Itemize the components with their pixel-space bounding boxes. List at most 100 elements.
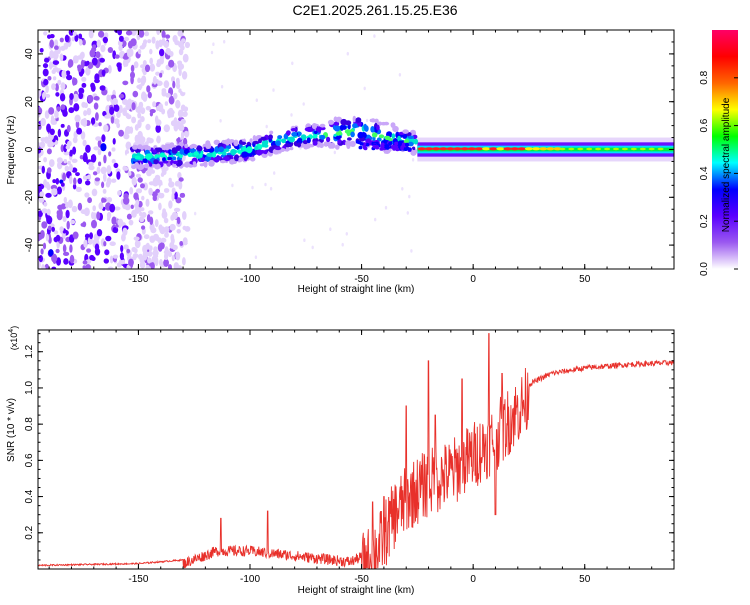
spectrogram-noise-cell — [100, 143, 107, 152]
spectrogram-ridge-cell — [208, 162, 214, 167]
spectrogram-noise-cell — [41, 221, 48, 229]
spectrogram-noise-cell — [98, 122, 102, 127]
spectrogram-noise-cell — [45, 181, 50, 189]
spectrogram-noise-cell — [118, 259, 126, 265]
spectrogram-noise-cell — [161, 88, 167, 93]
spectrogram-noise-cell — [74, 114, 81, 123]
spectrogram-ridge-cell — [229, 139, 235, 143]
spectrogram-ridge-cell — [162, 157, 166, 162]
spectrogram-ridge-cell — [375, 145, 380, 149]
spectrogram-noise-cell — [91, 188, 98, 197]
spectrogram-ridge-cell — [280, 148, 285, 152]
spectrogram-noise-cell — [251, 185, 254, 190]
spectrogram-noise-cell — [63, 159, 68, 164]
spectrogram-noise-cell — [49, 159, 55, 168]
spectrogram-ridge-cell — [252, 136, 259, 142]
spectrogram-noise-cell — [131, 102, 136, 111]
spectrogram-noise-cell — [73, 177, 77, 186]
spectrogram-noise-cell — [127, 40, 133, 49]
spectrogram-ridge-cell — [225, 145, 232, 150]
spectrogram-noise-cell — [114, 104, 120, 112]
spectrogram-noise-cell — [39, 48, 44, 53]
spectrogram-noise-cell — [149, 48, 153, 55]
spectrogram-noise-cell — [181, 71, 188, 80]
spectrogram-noise-cell — [117, 190, 122, 196]
spectrogram-ridge-cell — [184, 143, 189, 149]
spectrogram-area — [38, 30, 674, 269]
spectrogram-noise-cell — [140, 207, 145, 212]
spectrogram-noise-cell — [112, 227, 118, 233]
spectrogram-noise-cell — [52, 60, 60, 65]
spectrogram-band-peak — [586, 147, 593, 151]
spectrogram-noise-cell — [106, 197, 113, 203]
spectrogram-noise-cell — [159, 259, 163, 267]
spectrogram-noise-cell — [176, 120, 181, 130]
spectrogram-noise-cell — [171, 254, 175, 262]
spectrogram-band-peak — [467, 147, 476, 151]
spectrogram-noise-cell — [87, 94, 94, 104]
spectrogram-band-peak — [503, 147, 512, 151]
spectrogram-noise-cell — [168, 264, 172, 269]
spectrogram-noise-cell — [144, 31, 150, 37]
spectrogram-noise-cell — [156, 135, 161, 144]
spectrogram-noise-cell — [60, 123, 65, 128]
spectrogram-ridge-cell — [142, 158, 148, 163]
spectrogram-noise-cell — [169, 223, 176, 231]
spectrogram-noise-cell — [149, 63, 156, 72]
spectrogram-noise-cell — [158, 202, 162, 211]
spectrogram-noise-cell — [152, 249, 159, 257]
spectrogram-noise-cell — [145, 264, 150, 269]
spectrogram-ridge-cell — [328, 143, 334, 149]
spectrogram-ridge-cell — [371, 118, 376, 123]
spectrogram-noise-cell — [63, 258, 69, 265]
spectrogram-ridge-cell — [337, 138, 342, 144]
spectrogram-noise-cell — [59, 226, 64, 232]
spectrogram-noise-cell — [169, 241, 175, 249]
spectrogram-ridge-cell — [347, 137, 352, 141]
spectrogram-ridge-cell — [286, 130, 291, 136]
spectrogram-noise-cell — [163, 124, 170, 133]
spectrogram-noise-cell — [179, 241, 184, 246]
spectrogram-noise-cell — [231, 183, 234, 188]
spectrogram-noise-cell — [173, 207, 181, 212]
spectrogram-noise-cell — [100, 44, 106, 53]
spectrogram-noise-cell — [255, 98, 258, 102]
spectrogram-noise-cell — [329, 227, 332, 231]
spectrogram-noise-cell — [140, 107, 146, 115]
spectrogram-ridge-cell — [349, 140, 356, 147]
spectrogram-noise-cell — [142, 70, 147, 76]
spectrogram-ridge-cell — [134, 155, 141, 160]
spectrogram-noise-cell — [91, 219, 97, 229]
spectrogram-noise-cell — [39, 141, 46, 149]
spectrogram-noise-cell — [82, 139, 87, 147]
spectrogram-noise-cell — [40, 230, 45, 239]
spectrogram-ridge-cell — [342, 125, 347, 130]
figure-title: C2E1.2025.261.15.25.E36 — [292, 2, 457, 18]
spectrogram-noise-cell — [111, 178, 117, 183]
spectrogram-noise-cell — [265, 124, 268, 129]
spectrogram-noise-cell — [150, 262, 155, 269]
spectrogram-noise-cell — [168, 200, 173, 209]
spectrogram-noise-cell — [138, 101, 144, 109]
spectrogram-noise-cell — [177, 265, 183, 269]
spectrogram-ridge-cell — [288, 136, 296, 143]
spectrogram-ridge-cell — [192, 144, 198, 149]
spectrogram-ridge-cell — [219, 159, 226, 164]
spectrogram-noise-cell — [138, 253, 143, 260]
spectrogram-noise-cell — [142, 250, 149, 258]
spectrogram-noise-cell — [82, 154, 88, 163]
spectrogram-noise-cell — [90, 154, 97, 163]
spectrogram-noise-cell — [44, 110, 50, 119]
spectrogram-ridge-cell — [165, 145, 171, 150]
spectrogram-noise-cell — [151, 83, 158, 88]
spectrogram-noise-cell — [42, 63, 49, 69]
spectrogram-noise-cell — [81, 76, 87, 82]
spectrogram-ridge-cell — [355, 140, 360, 144]
spectrogram-noise-cell — [59, 37, 64, 43]
spectrogram-band-peak — [553, 147, 562, 151]
spectrogram-noise-cell — [38, 255, 43, 263]
spectrogram-noise-cell — [130, 64, 135, 73]
spectrogram-noise-cell — [42, 92, 46, 100]
spectrogram-noise-cell — [173, 112, 179, 118]
spectrogram-noise-cell — [178, 41, 184, 48]
